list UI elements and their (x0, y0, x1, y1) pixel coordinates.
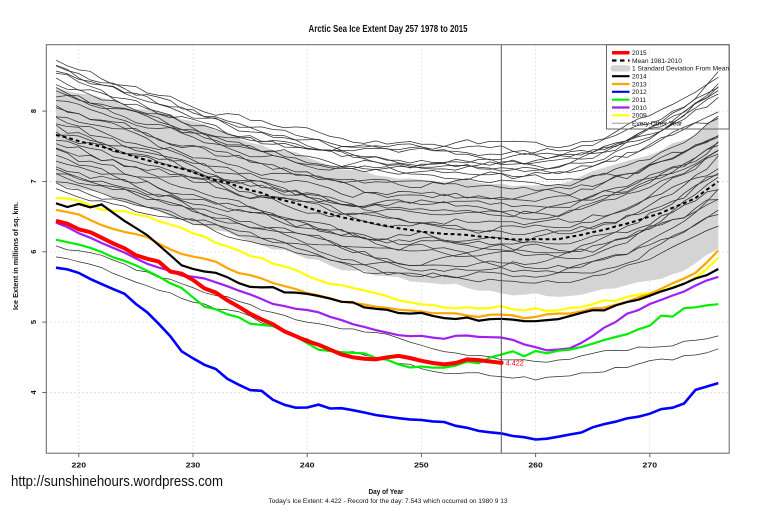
svg-text:Ice Extent in millions of sq.: Ice Extent in millions of sq. km. (13, 202, 20, 310)
svg-text:http://sunshinehours.wordpress: http://sunshinehours.wordpress.com (11, 474, 223, 490)
svg-text:240: 240 (300, 461, 315, 470)
svg-text:6: 6 (29, 250, 38, 254)
svg-text:2009: 2009 (632, 113, 647, 120)
svg-text:Arctic Sea Ice Extent Day 257: Arctic Sea Ice Extent Day 257 1978 to 20… (309, 23, 468, 35)
svg-text:2013: 2013 (632, 81, 647, 88)
svg-text:2012: 2012 (632, 89, 647, 96)
svg-text:5: 5 (29, 320, 38, 324)
svg-text:8: 8 (29, 109, 38, 113)
svg-text:2014: 2014 (632, 74, 647, 81)
svg-text:Today's Ice Extent: 4.422 - R: Today's Ice Extent: 4.422 - Record for t… (269, 498, 509, 505)
svg-text:7: 7 (29, 179, 38, 183)
svg-text:1 Standard Deviation From Mean: 1 Standard Deviation From Mean (632, 66, 729, 73)
svg-text:270: 270 (643, 461, 658, 470)
svg-text:4: 4 (29, 389, 38, 394)
svg-text:220: 220 (72, 461, 87, 470)
svg-text:2015: 2015 (632, 50, 647, 57)
svg-text:4.422: 4.422 (506, 358, 524, 367)
svg-text:250: 250 (414, 461, 429, 470)
svg-text:Mean 1981-2010: Mean 1981-2010 (632, 58, 682, 65)
svg-text:2011: 2011 (632, 97, 647, 104)
svg-text:Day of Year: Day of Year (369, 487, 404, 496)
svg-text:260: 260 (528, 461, 543, 470)
svg-text:2010: 2010 (632, 105, 647, 112)
svg-text:230: 230 (186, 461, 201, 470)
svg-text:Every Other Year: Every Other Year (632, 121, 683, 128)
